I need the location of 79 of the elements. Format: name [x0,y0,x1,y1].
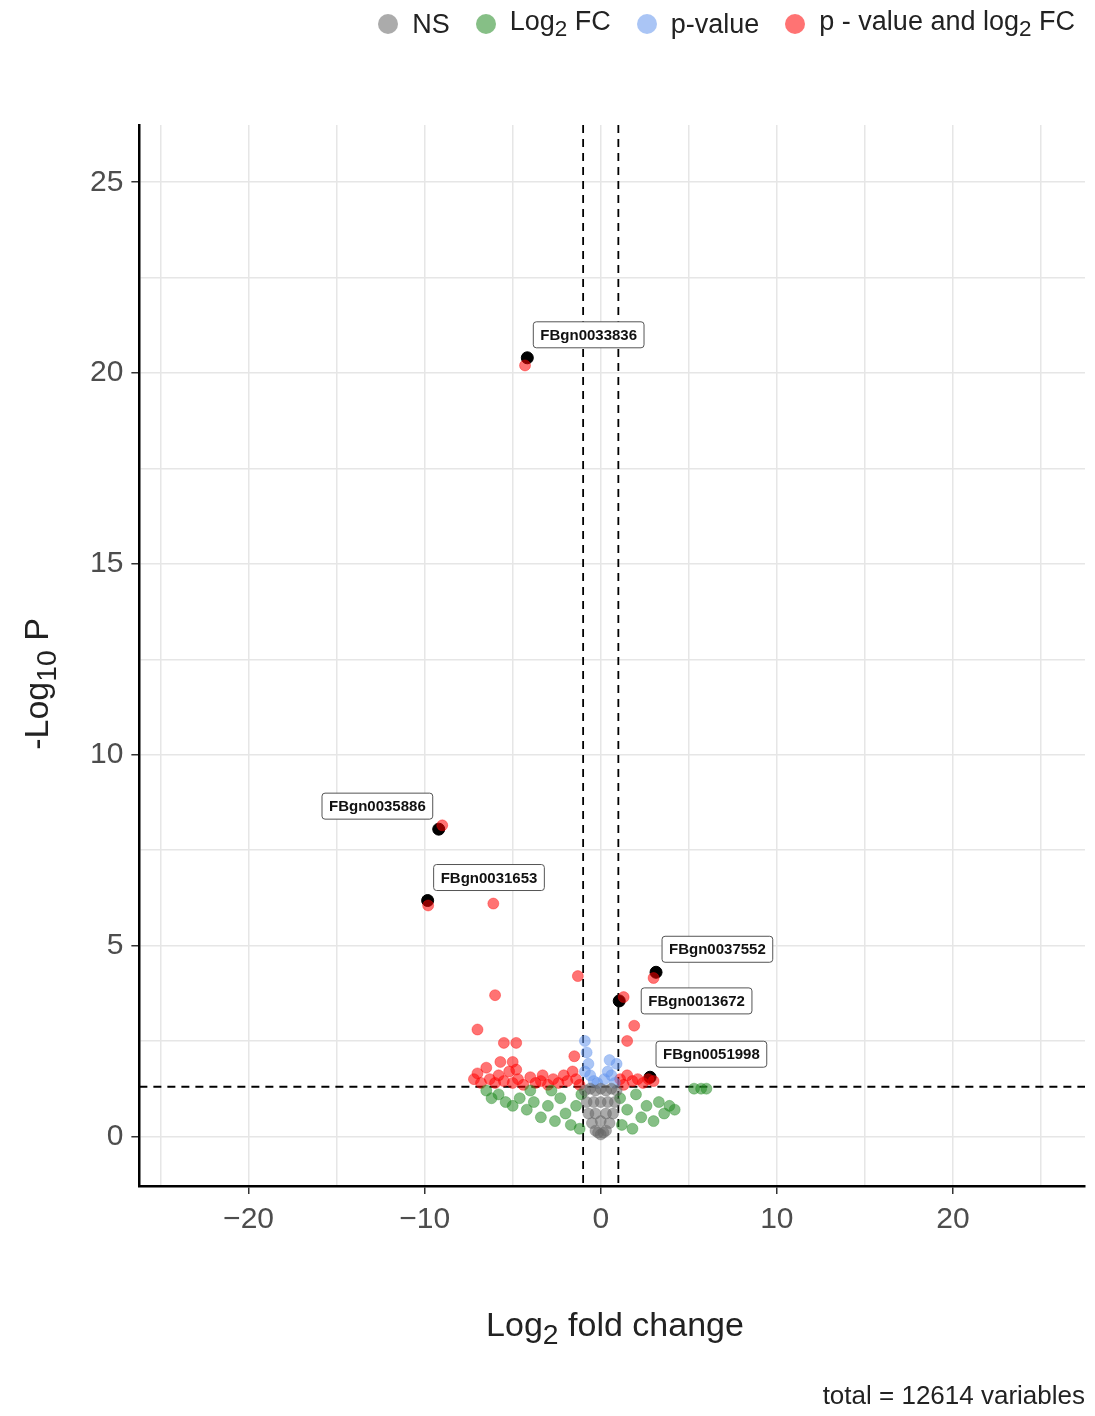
point [578,1065,591,1078]
point [652,1096,665,1109]
point [432,822,446,836]
annotation: FBgn0033836 [540,325,638,343]
y-tick-label: 5 [106,926,124,960]
point [480,1061,493,1074]
text: total = 12614 variables [822,1380,1085,1411]
point [487,897,500,910]
point [534,1111,547,1124]
legend-label: NS [412,8,450,40]
point [497,1036,510,1049]
point [492,1088,505,1101]
point [489,989,502,1002]
point [568,1050,581,1063]
x-tick-label: −20 [223,1201,274,1235]
point [700,1082,713,1095]
point [647,1075,660,1088]
point [503,1065,516,1078]
point [626,1122,639,1135]
point [494,1055,507,1068]
point [506,1099,519,1112]
y-tick-label: 15 [89,545,124,579]
point [571,970,584,983]
point [519,359,532,372]
point [422,899,435,912]
annotation: FBgn0013672 [648,992,745,1010]
point [635,1111,648,1124]
x-tick-label: 0 [592,1201,610,1235]
point [668,1103,681,1116]
point [545,1084,558,1097]
point [608,1096,621,1109]
point [471,1067,484,1080]
x-tick-label: −10 [399,1201,451,1235]
point [603,1054,616,1067]
y-tick-label: 25 [89,163,124,197]
annotation: FBgn0051998 [663,1045,760,1063]
point [610,1084,623,1097]
point [527,1096,540,1109]
legend-label: Log$_{2}$ FC [509,6,611,43]
point [578,1034,591,1047]
point [524,1084,537,1097]
point [520,351,534,365]
annotation: FBgn0035886 [329,797,426,815]
point [629,1088,642,1101]
annotation: FBgn0037552 [669,940,766,958]
point [570,1099,583,1112]
point [421,894,435,908]
y-tick-label: 0 [106,1117,124,1151]
y-tick-label: 10 [89,736,124,769]
x-axis-title: Log$_{2}$ fold change [485,1305,745,1351]
point [647,1115,660,1128]
point [471,1023,484,1036]
point [548,1115,561,1128]
point [617,991,630,1004]
point [564,1118,577,1131]
point [647,972,660,984]
point [607,1107,620,1120]
legend-label: p - value and log$_{2}$ FC [819,6,1075,43]
point [612,994,626,1008]
point [621,1034,634,1047]
point [513,1092,526,1105]
point [649,965,663,979]
point [520,1103,533,1116]
point [628,1019,641,1032]
point [554,1092,567,1105]
point [510,1036,523,1049]
y-tick-label: 20 [89,354,124,388]
x-tick-label: 10 [760,1201,794,1235]
legend-label: p-value [670,8,760,40]
x-tick-label: 20 [936,1201,970,1235]
point [621,1103,634,1116]
point [573,1122,586,1135]
point [541,1099,554,1112]
point [559,1107,572,1120]
point [580,1046,593,1059]
annotation: FBgn0031653 [440,868,538,886]
point [615,1118,628,1131]
point [640,1099,653,1112]
point [436,819,449,832]
